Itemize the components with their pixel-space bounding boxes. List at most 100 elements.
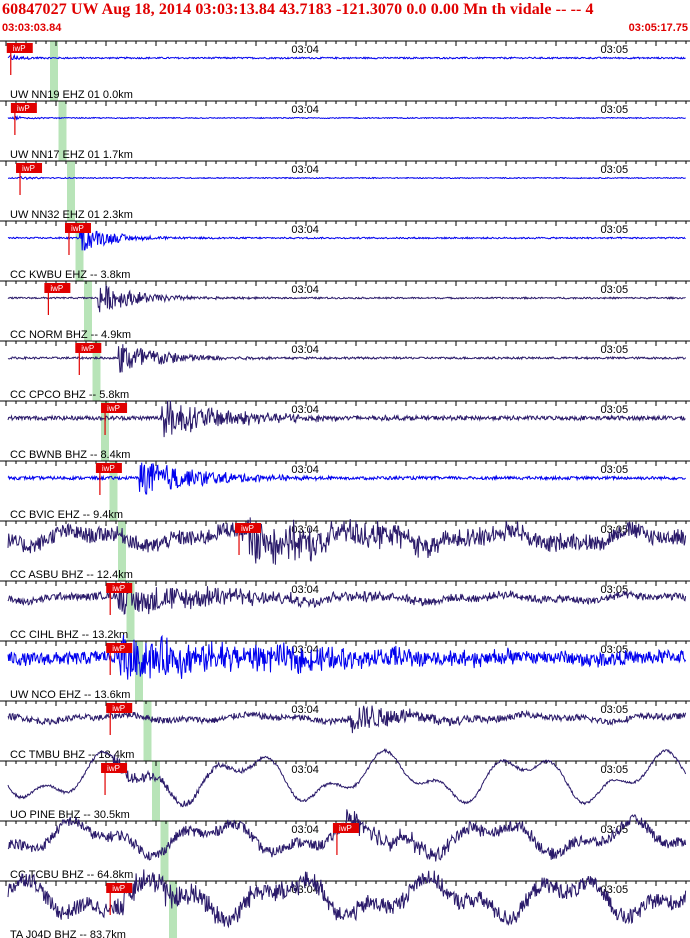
- pick-label: iwP: [50, 284, 63, 293]
- time-tick-label: 03:04: [291, 104, 319, 116]
- time-tick-label: 03:05: [601, 104, 629, 116]
- trace-panel: 03:04 03:05 iwP CC TMBU BHZ -- 18.4km: [0, 700, 690, 761]
- station-label: CC BVIC EHZ -- 9.4km: [10, 509, 123, 521]
- waveform-trace: [7, 344, 687, 373]
- pick-label: iwP: [17, 104, 30, 113]
- pick-label: iwP: [81, 344, 94, 353]
- pick-flag: [6, 43, 33, 53]
- trace-panel: 03:04 03:05 iwP CC CPCO BHZ -- 5.8km: [0, 340, 690, 401]
- pick-flag: [64, 223, 91, 233]
- station-label: UW NN32 EHZ 01 2.3km: [10, 209, 133, 221]
- time-tick-label: 03:04: [291, 644, 319, 656]
- time-tick-label: 03:04: [291, 164, 319, 176]
- pick-label: iwP: [107, 764, 120, 773]
- time-tick-label: 03:04: [291, 764, 319, 776]
- trace-panel: 03:04 03:05 iwP UW NN17 EHZ 01 1.7km: [0, 100, 690, 161]
- trace-panel: 03:04 03:05 iwP UW NN19 EHZ 01 0.0km: [0, 40, 690, 101]
- station-label: CC KWBU EHZ -- 3.8km: [10, 269, 130, 281]
- arrival-band: [143, 701, 152, 761]
- waveform-trace: [7, 114, 686, 121]
- arrival-band: [169, 881, 177, 938]
- time-tick-label: 03:04: [291, 824, 319, 836]
- time-tick-label: 03:05: [601, 824, 629, 836]
- trace-panel: 03:04 03:05 iwP CC KWBU EHZ -- 3.8km: [0, 220, 690, 281]
- arrival-band: [126, 581, 135, 641]
- time-tick-label: 03:04: [291, 704, 319, 716]
- pick-flag: [106, 583, 133, 593]
- pick-flag: [95, 463, 122, 473]
- time-tick-label: 03:04: [291, 524, 319, 536]
- trace-panel: 03:04 03:05 iwP UW NN32 EHZ 01 2.3km: [0, 160, 690, 221]
- pick-flag: [106, 643, 133, 653]
- trace-panel: 03:04 03:05 iwP CC TCBU BHZ -- 64.8km: [0, 809, 690, 881]
- time-tick-label: 03:04: [291, 44, 319, 56]
- trace-panel: 03:04 03:05 iwP UO PINE BHZ -- 30.5km: [0, 748, 690, 821]
- time-tick-label: 03:05: [601, 284, 629, 296]
- arrival-band: [50, 41, 58, 101]
- time-tick-label: 03:05: [601, 644, 629, 656]
- pick-flag: [235, 523, 262, 533]
- station-label: UW NN17 EHZ 01 1.7km: [10, 149, 133, 161]
- station-label: UW NN19 EHZ 01 0.0km: [10, 89, 133, 101]
- pick-label: iwP: [112, 584, 125, 593]
- waveform-trace: [7, 462, 686, 495]
- pick-flag: [10, 103, 37, 113]
- time-tick-label: 03:05: [601, 764, 629, 776]
- pick-flag: [101, 763, 128, 773]
- pick-flag: [332, 823, 359, 833]
- pick-flag: [75, 343, 102, 353]
- trace-panel: 03:04 03:05 iwP CC BWNB BHZ -- 8.4km: [0, 400, 690, 461]
- time-tick-label: 03:04: [291, 404, 319, 416]
- pick-label: iwP: [13, 44, 26, 53]
- time-tick-label: 03:05: [601, 464, 629, 476]
- travel-time-bands: [50, 41, 177, 938]
- pick-flag: [101, 403, 128, 413]
- station-label: CC NORM BHZ -- 4.9km: [10, 329, 131, 341]
- station-label: CC CPCO BHZ -- 5.8km: [10, 389, 129, 401]
- arrival-band: [92, 341, 101, 401]
- time-tick-label: 03:04: [291, 284, 319, 296]
- time-tick-label: 03:05: [601, 164, 629, 176]
- trace-panel: 03:04 03:05 iwP CC CIHL BHZ -- 13.2km: [0, 580, 690, 641]
- pick-label: iwP: [102, 464, 115, 473]
- waveform-trace: [7, 225, 686, 251]
- waveform-trace: [7, 517, 687, 565]
- station-label: CC CIHL BHZ -- 13.2km: [10, 629, 128, 641]
- pick-flag: [44, 283, 71, 293]
- pick-flag: [106, 883, 133, 893]
- arrival-band: [75, 221, 84, 281]
- time-tick-label: 03:05: [601, 224, 629, 236]
- station-label: UO PINE BHZ -- 30.5km: [10, 809, 130, 821]
- waveform-trace: [7, 400, 686, 438]
- station-label: CC TMBU BHZ -- 18.4km: [10, 749, 134, 761]
- trace-panel: 03:04 03:05 iwP CC NORM BHZ -- 4.9km: [0, 280, 690, 341]
- time-tick-label: 03:04: [291, 344, 319, 356]
- arrival-band: [109, 461, 118, 521]
- pick-label: iwP: [112, 884, 125, 893]
- time-tick-label: 03:04: [291, 464, 319, 476]
- pick-label: iwP: [241, 524, 254, 533]
- arrival-band: [58, 101, 67, 161]
- waveform-trace: [7, 809, 687, 862]
- waveform-trace: [8, 176, 686, 181]
- waveform-trace: [7, 705, 687, 734]
- time-tick-label: 03:05: [601, 704, 629, 716]
- pick-label: iwP: [107, 404, 120, 413]
- pick-label: iwP: [71, 224, 84, 233]
- time-tick-label: 03:04: [291, 584, 319, 596]
- waveform-trace: [7, 284, 686, 313]
- waveform-trace: [7, 54, 686, 61]
- station-label: CC BWNB BHZ -- 8.4km: [10, 449, 130, 461]
- arrival-band: [152, 761, 160, 821]
- start-time-label: 03:03:03.84: [2, 22, 62, 34]
- arrival-band: [118, 521, 126, 581]
- arrival-band: [135, 641, 143, 701]
- arrival-band: [67, 161, 75, 221]
- pick-label: iwP: [112, 644, 125, 653]
- time-tick-label: 03:05: [601, 44, 629, 56]
- pick-label: iwP: [339, 824, 352, 833]
